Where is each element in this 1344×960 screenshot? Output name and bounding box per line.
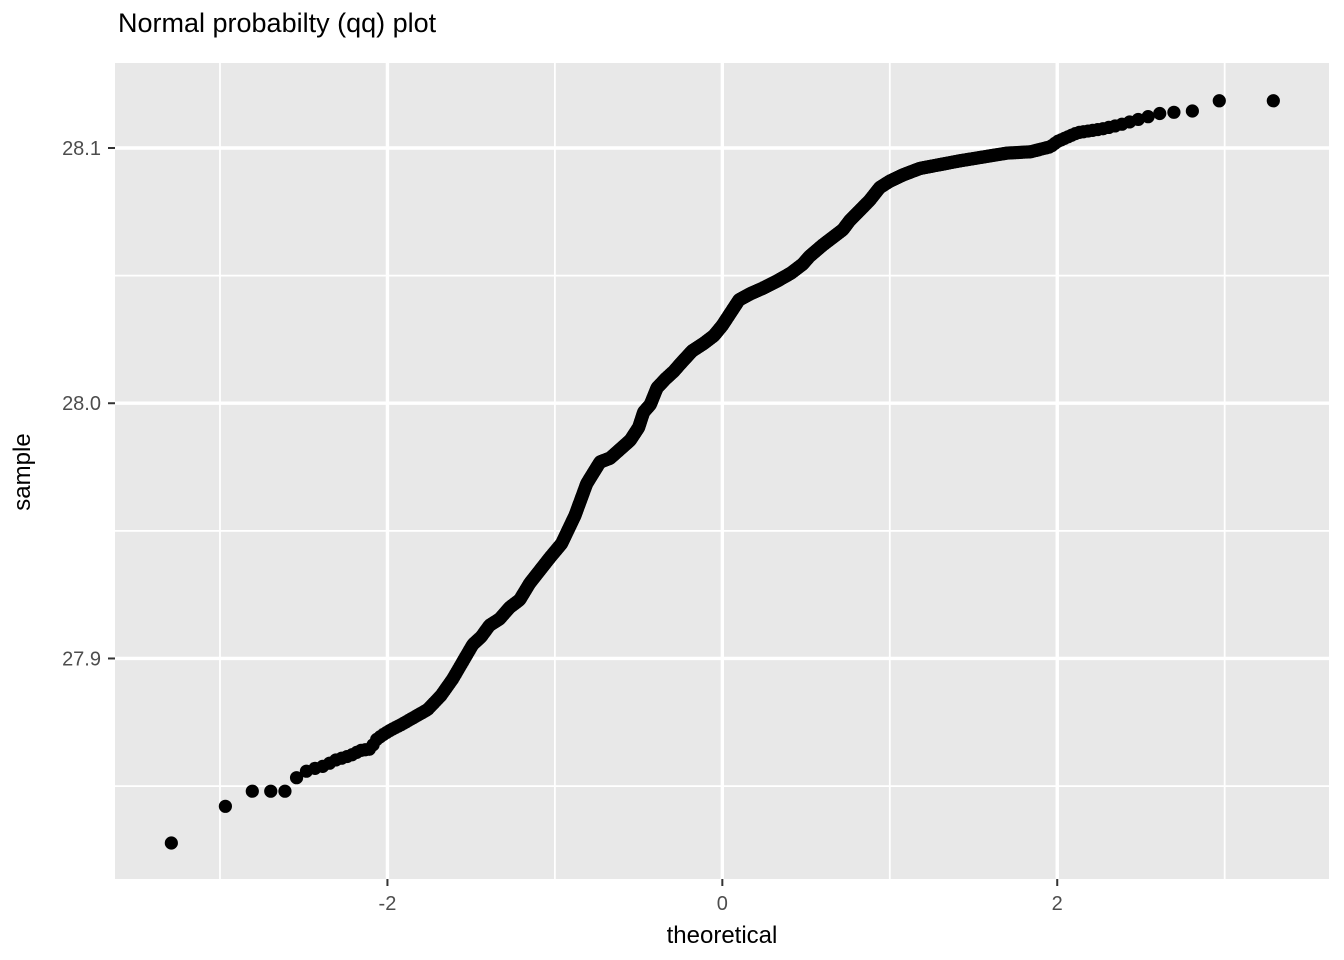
data-point bbox=[1141, 110, 1155, 124]
data-point bbox=[164, 836, 178, 850]
data-point bbox=[289, 771, 304, 785]
data-point bbox=[1212, 94, 1226, 108]
data-point bbox=[245, 784, 259, 798]
data-point bbox=[1266, 94, 1280, 108]
y-tick-label: 27.9 bbox=[62, 648, 101, 670]
x-axis-title: theoretical bbox=[666, 922, 778, 949]
x-tick-label: 2 bbox=[1052, 893, 1063, 915]
data-point bbox=[1185, 104, 1199, 118]
chart-title: Normal probabilty (qq) plot bbox=[118, 8, 437, 38]
data-point bbox=[1167, 105, 1181, 119]
y-tick-label: 28.0 bbox=[62, 393, 101, 415]
y-axis-title: sample bbox=[9, 433, 36, 511]
y-tick-label: 28.1 bbox=[62, 138, 101, 160]
x-tick-label: -2 bbox=[379, 893, 397, 915]
x-tick-label: 0 bbox=[717, 893, 728, 915]
data-point bbox=[1153, 106, 1167, 121]
data-point bbox=[278, 784, 292, 798]
data-point bbox=[218, 799, 232, 813]
data-point bbox=[264, 784, 278, 798]
